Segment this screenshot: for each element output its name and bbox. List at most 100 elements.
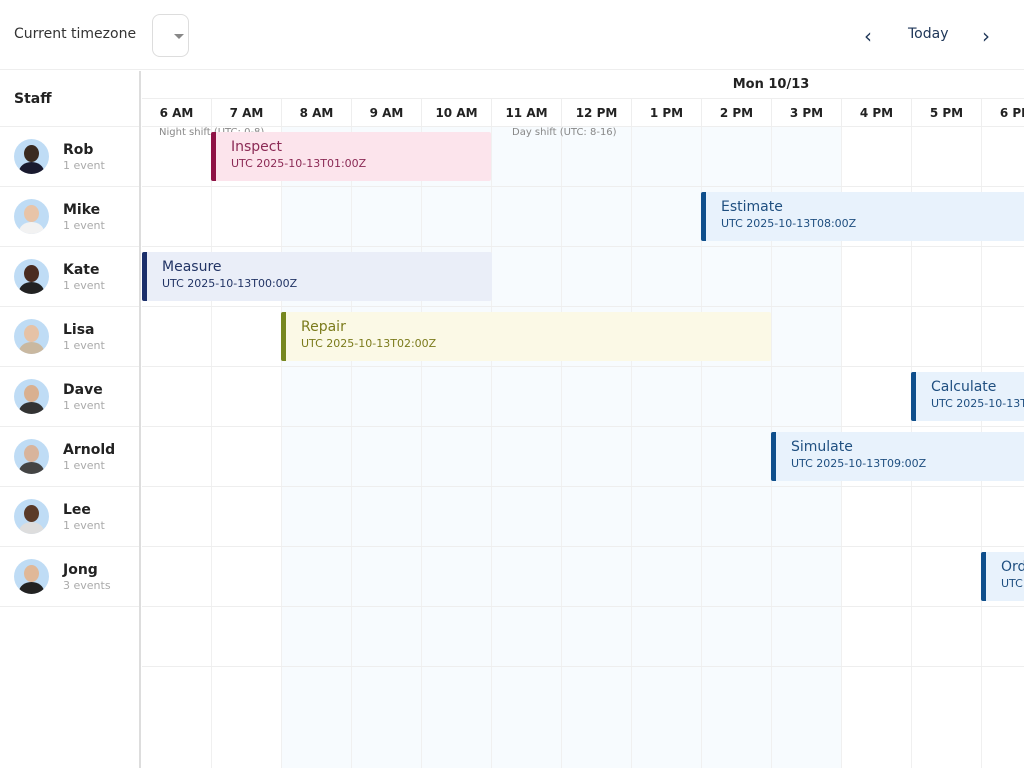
avatar-body: [19, 402, 44, 414]
event-block[interactable]: Inspect UTC 2025-10-13T01:00Z: [211, 132, 491, 181]
event-time: UTC: [1001, 577, 1023, 590]
hour-label: 12 PM: [562, 99, 632, 127]
shift-label: Day shift (UTC: 8-16): [512, 127, 617, 138]
hour-column: [212, 127, 282, 768]
today-button[interactable]: Today: [908, 26, 949, 42]
staff-name: Arnold: [63, 442, 116, 458]
avatar-body: [19, 462, 44, 474]
avatar-head: [24, 385, 39, 402]
row-divider: [142, 606, 1024, 607]
event-time: UTC 2025-10-13T01:00Z: [231, 157, 367, 170]
avatar-head: [24, 505, 39, 522]
avatar: [14, 319, 49, 354]
event-title: Repair: [301, 319, 346, 335]
hour-column: [282, 127, 352, 768]
row-divider: [142, 546, 1024, 547]
event-block[interactable]: Ord UTC: [981, 552, 1024, 601]
event-title: Inspect: [231, 139, 282, 155]
event-time: UTC 2025-10-13T02:00Z: [301, 337, 437, 350]
staff-row[interactable]: Dave 1 event: [0, 367, 139, 427]
event-block[interactable]: Estimate UTC 2025-10-13T08:00Z: [701, 192, 1024, 241]
event-time: UTC 2025-10-13T11:00Z: [931, 397, 1024, 410]
avatar: [14, 439, 49, 474]
staff-row[interactable]: Lee 1 event: [0, 487, 139, 547]
avatar: [14, 259, 49, 294]
row-divider: [142, 246, 1024, 247]
timeline: Mon 10/13 6 AM 7 AM 8 AM 9 AM 10 AM 11 AM 12 P…: [142, 71, 1024, 768]
event-title: Simulate: [791, 439, 853, 455]
event-block[interactable]: Simulate UTC 2025-10-13T09:00Z: [771, 432, 1024, 481]
chevron-left-icon[interactable]: ‹: [864, 24, 872, 48]
caret-down-icon: [174, 34, 184, 39]
staff-event-count: 1 event: [63, 459, 105, 472]
staff-name: Jong: [63, 562, 98, 578]
toolbar: Current timezone ‹ Today ›: [0, 0, 1024, 70]
hour-label: 1 PM: [632, 99, 702, 127]
hour-label: 10 AM: [422, 99, 492, 127]
event-block[interactable]: Calculate UTC 2025-10-13T11:00Z: [911, 372, 1024, 421]
avatar-head: [24, 265, 39, 282]
timezone-select[interactable]: [152, 14, 189, 57]
timezone-label: Current timezone: [14, 26, 137, 42]
avatar-head: [24, 205, 39, 222]
staff-row[interactable]: Mike 1 event: [0, 187, 139, 247]
avatar: [14, 559, 49, 594]
staff-header: Staff: [0, 71, 139, 127]
event-time: UTC 2025-10-13T08:00Z: [721, 217, 857, 230]
staff-row[interactable]: Arnold 1 event: [0, 427, 139, 487]
staff-name: Mike: [63, 202, 101, 218]
hour-column: [632, 127, 702, 768]
hour-column: [562, 127, 632, 768]
hour-label: 6 AM: [142, 99, 212, 127]
row-divider: [142, 426, 1024, 427]
staff-name: Rob: [63, 142, 94, 158]
event-title: Calculate: [931, 379, 997, 395]
date-header: Mon 10/13: [142, 71, 1024, 99]
event-block[interactable]: Measure UTC 2025-10-13T00:00Z: [142, 252, 492, 301]
avatar-body: [19, 162, 44, 174]
staff-event-count: 1 event: [63, 399, 105, 412]
avatar-body: [19, 282, 44, 294]
avatar: [14, 139, 49, 174]
staff-row[interactable]: Rob 1 event: [0, 127, 139, 187]
event-block[interactable]: Repair UTC 2025-10-13T02:00Z: [281, 312, 771, 361]
hour-column: [142, 127, 212, 768]
staff-event-count: 1 event: [63, 159, 105, 172]
hour-label: 3 PM: [772, 99, 842, 127]
avatar-body: [19, 222, 44, 234]
hour-label: 2 PM: [702, 99, 772, 127]
avatar: [14, 379, 49, 414]
hour-label: 6 PM: [982, 99, 1024, 127]
staff-event-count: 3 events: [63, 579, 111, 592]
hour-column: [422, 127, 492, 768]
avatar-body: [19, 342, 44, 354]
staff-event-count: 1 event: [63, 219, 105, 232]
avatar: [14, 199, 49, 234]
event-title: Ord: [1001, 559, 1024, 575]
chevron-right-icon[interactable]: ›: [982, 24, 990, 48]
staff-row[interactable]: Lisa 1 event: [0, 307, 139, 367]
staff-row[interactable]: Jong 3 events: [0, 547, 139, 607]
event-title: Measure: [162, 259, 222, 275]
staff-name: Lee: [63, 502, 91, 518]
hour-label: 7 AM: [212, 99, 282, 127]
avatar-head: [24, 565, 39, 582]
row-divider: [142, 666, 1024, 667]
avatar-body: [19, 582, 44, 594]
staff-event-count: 1 event: [63, 339, 105, 352]
row-divider: [142, 306, 1024, 307]
event-time: UTC 2025-10-13T00:00Z: [162, 277, 298, 290]
avatar-head: [24, 445, 39, 462]
staff-name: Lisa: [63, 322, 95, 338]
row-divider: [142, 186, 1024, 187]
hour-label: 5 PM: [912, 99, 982, 127]
avatar: [14, 499, 49, 534]
staff-event-count: 1 event: [63, 279, 105, 292]
hour-column: [352, 127, 422, 768]
staff-row[interactable]: Kate 1 event: [0, 247, 139, 307]
staff-column: Staff Rob 1 event Mike 1 event Kate 1 event Li…: [0, 71, 141, 768]
staff-name: Kate: [63, 262, 100, 278]
hour-column: [492, 127, 562, 768]
hour-label: 8 AM: [282, 99, 352, 127]
avatar-head: [24, 325, 39, 342]
